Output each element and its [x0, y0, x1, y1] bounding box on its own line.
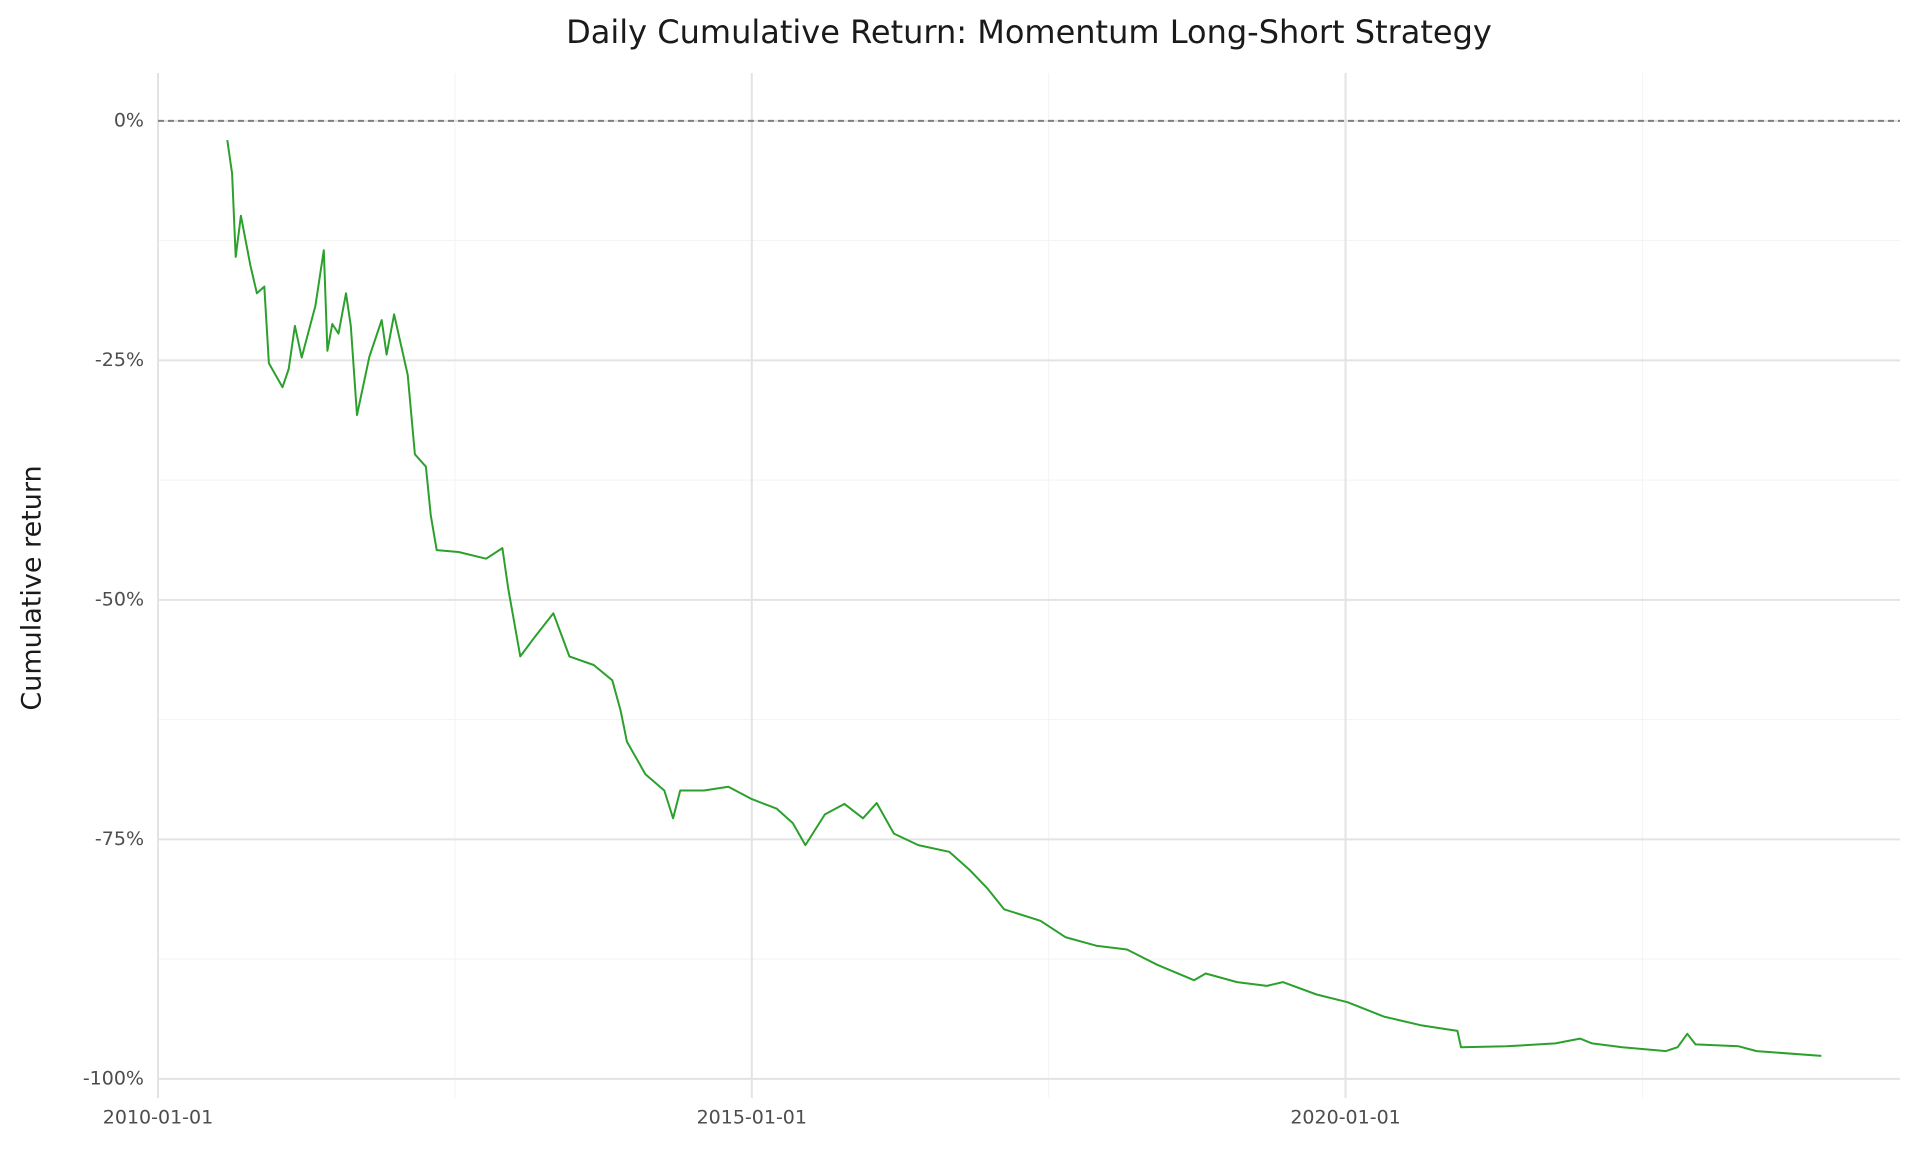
x-tick-label: 2010-01-01	[103, 1107, 213, 1129]
y-tick-label: -25%	[95, 349, 144, 371]
y-tick-label: -50%	[95, 588, 144, 610]
y-tick-label: -100%	[83, 1067, 144, 1089]
x-tick-label: 2015-01-01	[697, 1107, 807, 1129]
chart-title: Daily Cumulative Return: Momentum Long-S…	[566, 13, 1492, 51]
y-tick-label: 0%	[114, 109, 144, 131]
return-line	[226, 139, 1822, 1057]
y-tick-label: -75%	[95, 828, 144, 850]
y-axis-label: Cumulative return	[17, 465, 48, 710]
x-tick-label: 2020-01-01	[1290, 1107, 1400, 1129]
